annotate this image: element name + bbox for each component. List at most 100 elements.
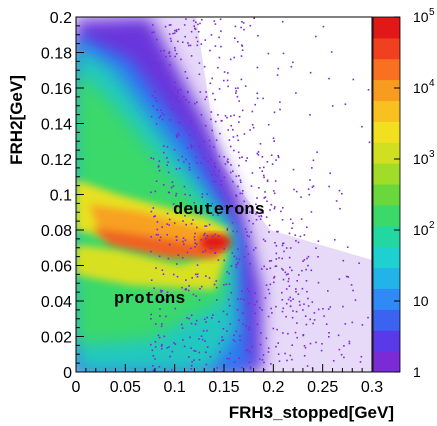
event-dot bbox=[154, 358, 156, 360]
event-dot bbox=[172, 185, 175, 187]
deuterons-annotation: deuterons bbox=[173, 201, 265, 220]
event-dot bbox=[158, 366, 161, 368]
event-dot bbox=[284, 271, 287, 274]
event-dot bbox=[219, 205, 221, 208]
event-dot bbox=[258, 187, 260, 189]
event-dot bbox=[241, 109, 244, 112]
event-dot bbox=[237, 185, 239, 188]
event-dot bbox=[352, 289, 354, 292]
event-dot bbox=[193, 349, 195, 352]
event-dot bbox=[288, 277, 290, 280]
event-dot bbox=[158, 336, 161, 339]
event-dot bbox=[150, 236, 152, 238]
event-dot bbox=[227, 72, 229, 74]
event-dot bbox=[206, 346, 209, 348]
event-dot bbox=[307, 264, 309, 267]
event-dot bbox=[238, 258, 241, 261]
event-dot bbox=[161, 269, 164, 271]
event-dot bbox=[249, 24, 252, 27]
event-dot bbox=[175, 30, 178, 33]
event-dot bbox=[288, 256, 291, 259]
event-dot bbox=[346, 246, 349, 248]
event-dot bbox=[235, 90, 238, 92]
event-dot bbox=[265, 284, 268, 286]
event-dot bbox=[270, 363, 272, 365]
event-dot bbox=[348, 340, 351, 343]
event-dot bbox=[196, 162, 198, 164]
event-dot bbox=[214, 45, 217, 47]
event-dot bbox=[166, 146, 169, 148]
event-dot bbox=[237, 41, 239, 43]
event-dot bbox=[210, 118, 212, 121]
event-dot bbox=[193, 359, 195, 361]
event-dot bbox=[152, 355, 155, 357]
event-dot bbox=[223, 205, 226, 208]
event-dot bbox=[284, 352, 286, 355]
event-dot bbox=[254, 312, 257, 315]
event-dot bbox=[188, 134, 191, 136]
event-dot bbox=[272, 190, 275, 192]
event-dot bbox=[190, 223, 193, 225]
y-tick-label: 0.2 bbox=[50, 10, 72, 27]
x-axis-title: FRH3_stopped[GeV] bbox=[229, 403, 394, 422]
event-dot bbox=[230, 164, 232, 166]
event-dot bbox=[163, 49, 165, 52]
event-dot bbox=[158, 239, 161, 241]
event-dot bbox=[243, 133, 246, 135]
event-dot bbox=[242, 312, 244, 314]
event-dot bbox=[212, 92, 214, 95]
event-dot bbox=[255, 213, 257, 215]
event-dot bbox=[237, 261, 239, 264]
event-dot bbox=[211, 129, 213, 132]
event-dot bbox=[183, 96, 185, 98]
event-dot bbox=[160, 345, 163, 347]
event-dot bbox=[186, 317, 188, 319]
colorbar-swatch bbox=[373, 204, 400, 227]
event-dot bbox=[190, 347, 192, 349]
event-dot bbox=[292, 298, 294, 300]
event-dot bbox=[213, 283, 216, 286]
event-dot bbox=[151, 95, 154, 97]
event-dot bbox=[218, 342, 220, 345]
event-dot bbox=[256, 92, 258, 95]
event-dot bbox=[288, 285, 291, 287]
event-dot bbox=[269, 267, 272, 270]
event-dot bbox=[234, 340, 236, 343]
event-dot bbox=[190, 143, 192, 146]
event-dot bbox=[191, 277, 193, 279]
event-dot bbox=[282, 307, 285, 310]
event-dot bbox=[287, 273, 289, 275]
event-dot bbox=[220, 30, 222, 32]
event-dot bbox=[260, 215, 263, 218]
event-dot bbox=[214, 23, 217, 25]
event-dot bbox=[196, 101, 198, 104]
event-dot bbox=[155, 55, 157, 57]
event-dot bbox=[291, 269, 293, 272]
event-dot bbox=[192, 219, 194, 221]
event-dot bbox=[199, 91, 202, 93]
event-dot bbox=[195, 156, 197, 158]
event-dot bbox=[317, 308, 320, 311]
event-dot bbox=[239, 339, 241, 341]
event-dot bbox=[166, 212, 169, 215]
event-dot bbox=[339, 207, 341, 210]
event-dot bbox=[152, 157, 155, 160]
event-dot bbox=[213, 164, 216, 167]
event-dot bbox=[241, 366, 243, 369]
event-dot bbox=[177, 122, 180, 124]
event-dot bbox=[256, 66, 259, 69]
event-dot bbox=[226, 116, 228, 119]
event-dot bbox=[222, 339, 225, 341]
event-dot bbox=[306, 257, 308, 260]
event-dot bbox=[174, 49, 176, 52]
event-dot bbox=[186, 77, 189, 79]
event-dot bbox=[152, 207, 155, 209]
event-dot bbox=[253, 17, 255, 19]
event-dot bbox=[292, 222, 294, 225]
event-dot bbox=[210, 247, 212, 249]
event-dot bbox=[238, 121, 240, 123]
event-dot bbox=[277, 353, 280, 355]
x-tick-label: 0.3 bbox=[361, 379, 383, 396]
event-dot bbox=[236, 95, 239, 98]
event-dot bbox=[245, 160, 247, 162]
